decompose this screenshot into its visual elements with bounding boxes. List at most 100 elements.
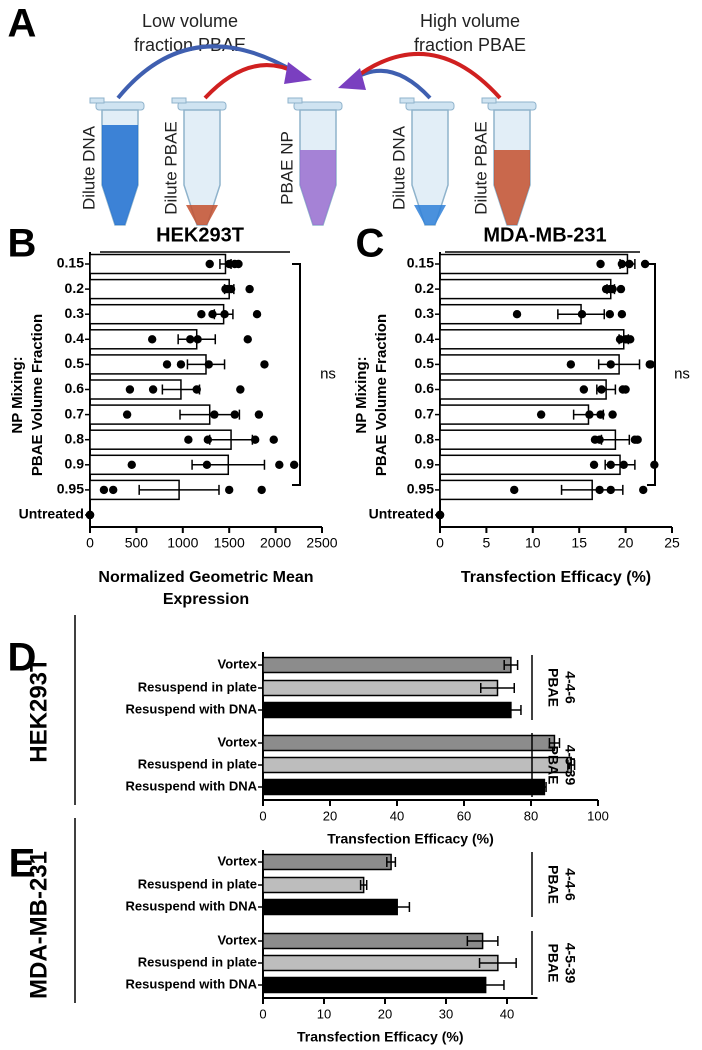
- category-label: 0.9: [415, 456, 435, 472]
- x-tick-label: 60: [457, 808, 471, 823]
- category-label: Resuspend with DNA: [126, 898, 258, 913]
- category-label: Vortex: [218, 734, 258, 749]
- category-label: Vortex: [218, 853, 258, 868]
- chart-title: MDA-MB-231: [483, 224, 606, 246]
- data-point: [435, 510, 445, 520]
- error-bar: [384, 902, 411, 912]
- data-point: [275, 460, 284, 469]
- bar: [89, 278, 230, 300]
- x-tick-label: 80: [524, 808, 538, 823]
- category-label: 0.2: [65, 280, 85, 296]
- data-point: [510, 485, 519, 495]
- x-tick-label: 100: [587, 808, 609, 823]
- group-label: PBAE: [545, 746, 561, 785]
- data-point: [208, 310, 217, 319]
- bar: [262, 876, 365, 894]
- category-label: 0.15: [57, 255, 84, 271]
- data-point: [566, 360, 576, 369]
- error-bar: [548, 738, 561, 748]
- data-point: [617, 310, 627, 319]
- x-axis-title: Expression: [163, 591, 249, 608]
- data-point: [234, 259, 243, 269]
- data-point: [640, 259, 650, 269]
- tube-liquid: [102, 125, 138, 225]
- data-point: [633, 435, 642, 444]
- data-point: [579, 385, 589, 394]
- tube-liquid: [494, 150, 530, 225]
- category-label: 0.7: [415, 405, 435, 421]
- data-point: [184, 435, 193, 444]
- category-label: Resuspend with DNA: [126, 778, 258, 793]
- data-point: [536, 410, 546, 419]
- data-point: [204, 360, 213, 369]
- chart-title: HEK293T: [156, 224, 244, 246]
- error-bar: [359, 880, 368, 890]
- arrow-caption: Low volume: [142, 11, 238, 31]
- x-tick-label: 2500: [306, 535, 337, 551]
- tube-label: Dilute PBAE: [161, 121, 180, 215]
- category-label: 0.2: [415, 280, 435, 296]
- data-point: [192, 385, 201, 394]
- error-bar: [386, 857, 397, 867]
- x-tick-label: 25: [664, 535, 680, 551]
- group-label: 4-4-6: [562, 671, 578, 704]
- category-label: 0.6: [415, 380, 435, 396]
- data-point: [617, 259, 627, 269]
- category-label: Untreated: [369, 506, 434, 522]
- x-tick-label: 1000: [167, 535, 198, 551]
- bar: [262, 656, 512, 674]
- x-axis-title: Transfection Efficacy (%): [461, 569, 651, 586]
- bracket: [647, 263, 656, 486]
- data-point: [125, 385, 135, 394]
- bar: [262, 898, 398, 916]
- tube-lid: [287, 97, 303, 104]
- category-label: 0.95: [57, 481, 84, 497]
- bar: [262, 932, 484, 950]
- y-axis-title: NP Mixing:: [353, 356, 370, 433]
- bar: [89, 253, 227, 275]
- category-label: 0.7: [65, 405, 85, 421]
- group-label: PBAE: [545, 668, 561, 707]
- data-point: [257, 485, 266, 495]
- data-point: [230, 410, 239, 419]
- bar: [262, 976, 487, 994]
- side-label: MDA-MB-231: [25, 851, 52, 999]
- category-label: 0.5: [415, 355, 435, 371]
- category-label: Resuspend with DNA: [126, 701, 258, 716]
- category-label: 0.4: [65, 330, 85, 346]
- x-tick-label: 0: [436, 535, 444, 551]
- bracket: [292, 263, 301, 486]
- category-label: Vortex: [218, 932, 258, 947]
- bar: [262, 679, 499, 697]
- data-point: [606, 360, 615, 369]
- annotation: ns: [320, 365, 336, 382]
- x-axis-title: Transfection Efficacy (%): [327, 831, 494, 847]
- category-label: 0.4: [415, 330, 435, 346]
- data-point: [605, 310, 615, 319]
- arrow: [203, 63, 296, 100]
- category-label: Resuspend in plate: [138, 679, 257, 694]
- data-point: [148, 385, 158, 394]
- data-point: [147, 335, 157, 344]
- x-tick-label: 2000: [260, 535, 291, 551]
- data-point: [220, 310, 229, 319]
- data-point: [596, 410, 605, 419]
- data-point: [99, 485, 109, 495]
- tube-liquid: [186, 205, 218, 225]
- tube-liquid: [414, 205, 446, 225]
- group-label: PBAE: [545, 944, 561, 983]
- data-point: [109, 485, 118, 495]
- data-point: [619, 460, 628, 469]
- x-tick-label: 500: [125, 535, 149, 551]
- group-label: 4-5-39: [562, 943, 578, 984]
- side-label: HEK293T: [25, 657, 52, 763]
- error-bar: [500, 705, 522, 715]
- bar: [439, 429, 617, 450]
- data-point: [202, 460, 212, 469]
- x-tick-label: 20: [378, 1006, 392, 1021]
- group-label: 4-4-6: [562, 868, 578, 901]
- tube-liquid: [300, 150, 336, 225]
- panel-label: A: [8, 2, 37, 46]
